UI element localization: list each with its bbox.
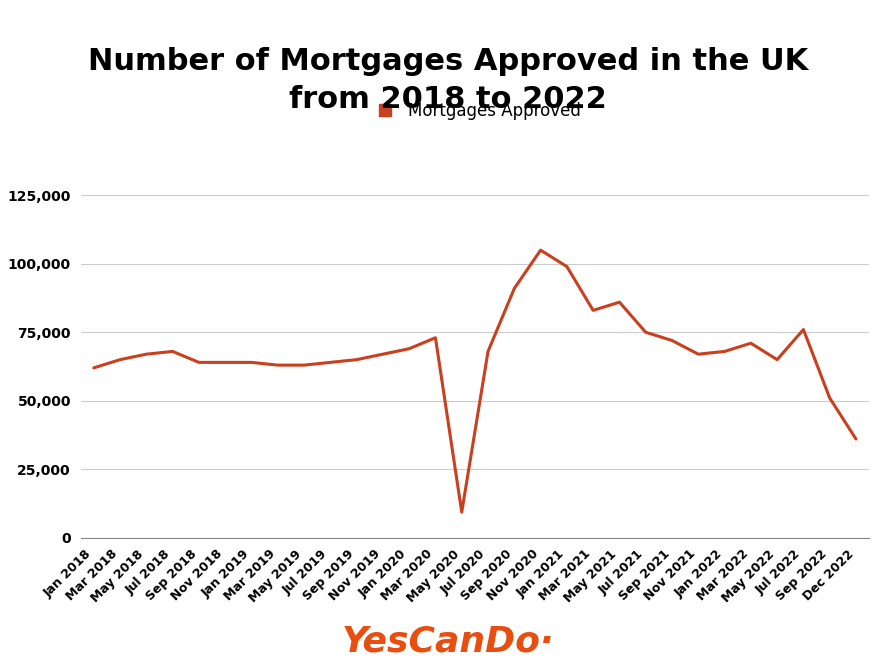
Text: Number of Mortgages Approved in the UK
from 2018 to 2022: Number of Mortgages Approved in the UK f… bbox=[88, 47, 808, 114]
Legend: Mortgages Approved: Mortgages Approved bbox=[362, 95, 588, 126]
Text: YesCanDo·: YesCanDo· bbox=[341, 624, 555, 659]
